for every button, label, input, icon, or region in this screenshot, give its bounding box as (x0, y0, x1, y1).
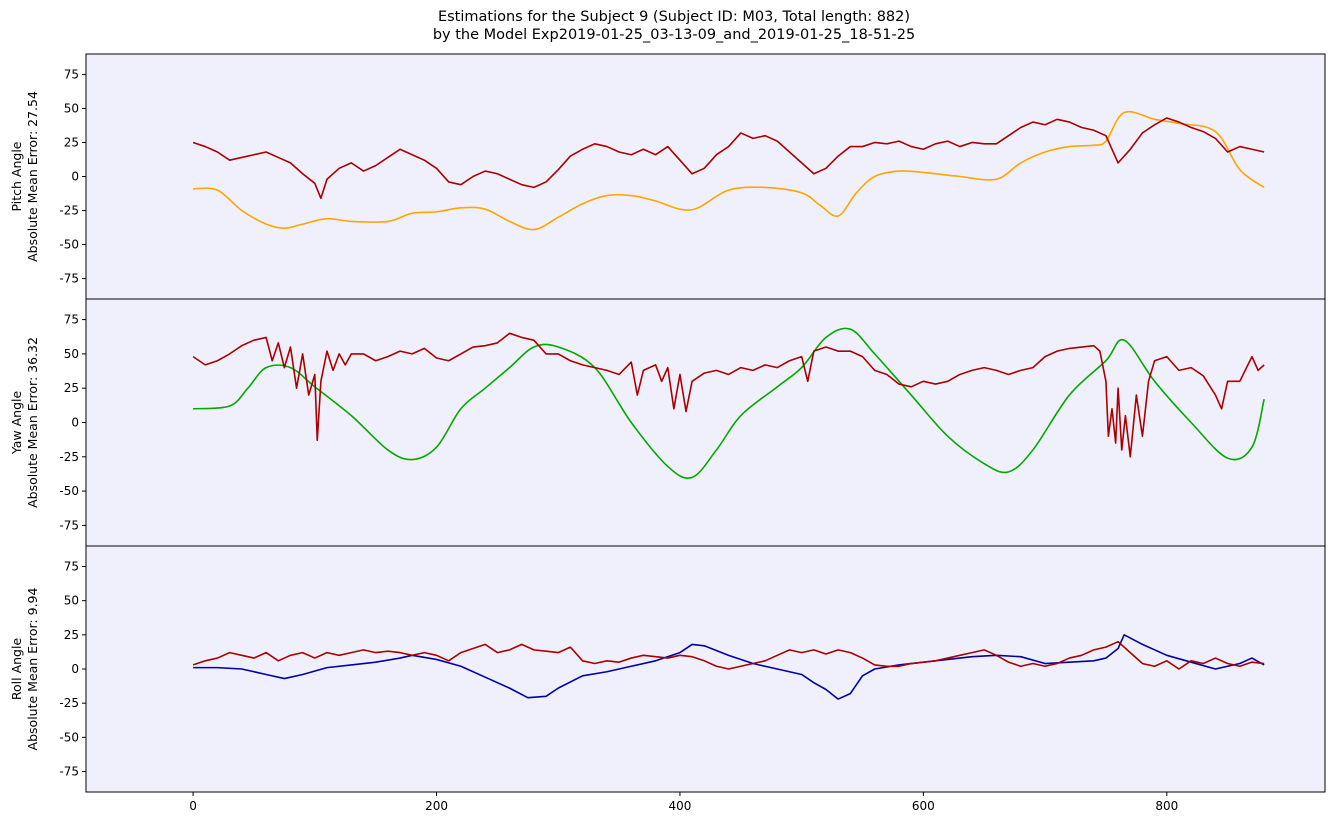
roll-series-layer (192, 634, 1265, 700)
roll-xtick-label: 800 (1155, 799, 1178, 813)
yaw-ytick-label: 50 (64, 347, 79, 361)
roll-xtick-label: 600 (912, 799, 935, 813)
yaw-plot-area (86, 299, 1325, 546)
roll-ylabel-line-2: Absolute Mean Error: 9.94 (25, 588, 40, 751)
figure-title-line-2: by the Model Exp2019-01-25_03-13-09_and_… (433, 27, 915, 43)
pitch-tick-layer: -75 -50 -25 0 25 50 75 (59, 67, 86, 286)
roll-ylabel-line-1: Roll Angle (9, 638, 24, 701)
yaw-series-layer (192, 327, 1265, 479)
roll-plot-area (86, 546, 1325, 792)
pitch-series-layer (192, 110, 1265, 231)
roll-tick-layer: -75 -50 -25 0 25 50 75 0 200 400 600 800 (59, 560, 1178, 814)
pitch-series-0-line (193, 110, 1265, 231)
pitch-ytick-label: 25 (64, 135, 79, 149)
roll-ytick-label: -50 (59, 730, 79, 744)
pitch-ytick-label: -50 (59, 238, 79, 252)
roll-panel: -75 -50 -25 0 25 50 75 0 200 400 600 800 Roll Angle… (9, 545, 1326, 814)
yaw-series-0-line (193, 327, 1265, 479)
yaw-ytick-label: 75 (64, 313, 79, 327)
pitch-ylabel-line-2: Absolute Mean Error: 27.54 (25, 91, 40, 262)
roll-series-1-line (192, 640, 1265, 670)
yaw-panel: -75 -50 -25 0 25 50 75 Yaw Angle Absolute Mean… (9, 298, 1326, 547)
pitch-plot-area (86, 54, 1325, 299)
roll-ytick-label: 75 (64, 560, 79, 574)
pitch-ytick-label: 0 (71, 170, 79, 184)
pitch-ytick-label: 75 (64, 67, 79, 81)
pitch-ytick-label: -75 (59, 272, 79, 286)
roll-xtick-label: 200 (425, 799, 448, 813)
yaw-ytick-label: 0 (71, 416, 79, 430)
roll-ytick-label: 0 (71, 662, 79, 676)
pitch-panel: -75 -50 -25 0 25 50 75 Pitch Angle Absolute Me… (9, 53, 1326, 300)
figure-title-line-1: Estimations for the Subject 9 (Subject I… (438, 9, 910, 25)
roll-plot-border (85, 545, 1326, 793)
yaw-ytick-label: 25 (64, 381, 79, 395)
roll-ytick-label: 50 (64, 594, 79, 608)
yaw-ylabel-line-2: Absolute Mean Error: 36.32 (25, 337, 40, 508)
roll-ytick-label: -75 (59, 765, 79, 779)
roll-series-0-line (193, 634, 1265, 700)
yaw-ytick-label: -25 (59, 450, 79, 464)
yaw-tick-layer: -75 -50 -25 0 25 50 75 (59, 313, 86, 532)
yaw-ytick-label: -50 (59, 484, 79, 498)
roll-ytick-label: -25 (59, 696, 79, 710)
roll-ytick-label: 25 (64, 628, 79, 642)
roll-xtick-label: 400 (668, 799, 691, 813)
pitch-ylabel-line-1: Pitch Angle (9, 141, 24, 211)
yaw-series-1-line (192, 332, 1265, 458)
roll-xtick-label: 0 (189, 799, 197, 813)
yaw-ytick-label: -75 (59, 518, 79, 532)
pitch-series-1-line (192, 117, 1265, 200)
yaw-ylabel-line-1: Yaw Angle (9, 391, 24, 456)
pitch-ytick-label: -25 (59, 204, 79, 218)
pitch-ytick-label: 50 (64, 101, 79, 115)
